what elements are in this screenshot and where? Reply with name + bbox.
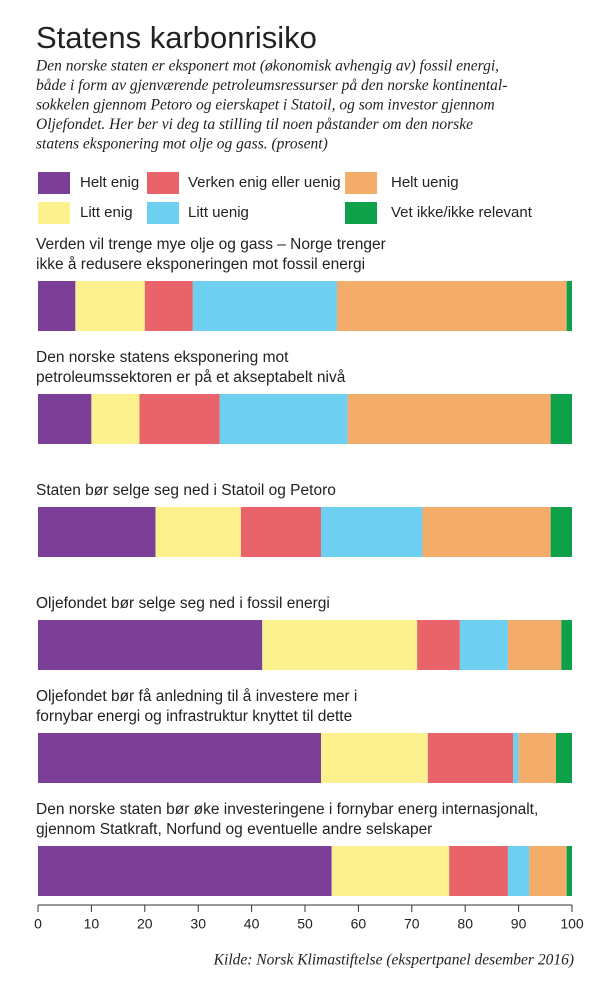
x-tick-label: 0 xyxy=(34,916,42,932)
bar-segment xyxy=(507,620,562,670)
source: Kilde: Norsk Klimastiftelse (ekspertpane… xyxy=(213,952,574,969)
legend-swatch xyxy=(38,172,70,194)
subtitle-line: Oljefondet. Her ber vi deg ta stilling t… xyxy=(36,116,473,133)
bar-segment xyxy=(321,733,428,783)
bar-segment xyxy=(417,620,460,670)
subtitle-line: både i form av gjenværende petroleumsres… xyxy=(36,77,507,94)
x-tick-label: 70 xyxy=(404,916,420,932)
category-label: fornybar energi og infrastruktur knyttet… xyxy=(36,708,352,725)
subtitle-line: sokkelen gjennom Petoro og eierskapet i … xyxy=(36,97,495,114)
bar-segment xyxy=(240,507,322,557)
category-label: Den norske statens eksponering mot xyxy=(36,349,289,366)
category-label: Den norske staten bør øke investeringene… xyxy=(36,801,538,818)
bar-segment xyxy=(75,281,145,331)
legend-swatch xyxy=(38,202,70,224)
x-tick-label: 60 xyxy=(351,916,367,932)
legend-label: Litt enig xyxy=(80,204,133,221)
bar-segment xyxy=(529,846,567,896)
bar-segment xyxy=(566,846,572,896)
bar-segment xyxy=(219,394,348,444)
bar-segment xyxy=(422,507,551,557)
bar-segment xyxy=(38,281,76,331)
subtitle-line: statens eksponering mot olje og gass. (p… xyxy=(36,136,328,153)
bar-segment xyxy=(518,733,556,783)
bar-segment xyxy=(38,846,332,896)
bar-segment xyxy=(507,846,530,896)
x-tick-label: 80 xyxy=(457,916,473,932)
legend-label: Helt uenig xyxy=(391,174,459,191)
bar-segment xyxy=(331,846,450,896)
legend-swatch xyxy=(345,202,377,224)
x-tick-label: 30 xyxy=(190,916,206,932)
bar-segment xyxy=(550,507,572,557)
bar-segment xyxy=(449,846,508,896)
legend-label: Verken enig eller uenig xyxy=(188,174,341,191)
bar-segment xyxy=(459,620,508,670)
x-tick-label: 40 xyxy=(244,916,260,932)
bar-segment xyxy=(321,507,423,557)
category-label: ikke å redusere eksponeringen mot fossil… xyxy=(36,256,365,273)
bar-segment xyxy=(38,394,92,444)
x-tick-label: 10 xyxy=(84,916,100,932)
category-label: petroleumssektoren er på et akseptabelt … xyxy=(36,369,346,386)
bar-segment xyxy=(555,733,572,783)
bar-segment xyxy=(550,394,572,444)
legend-label: Helt enig xyxy=(80,174,139,191)
bar-segment xyxy=(91,394,140,444)
x-tick-label: 20 xyxy=(137,916,153,932)
category-label: Oljefondet bør få anledning til å invest… xyxy=(36,688,357,705)
chart-title: Statens karbonrisiko xyxy=(36,20,317,55)
bar-segment xyxy=(38,620,263,670)
x-tick-label: 100 xyxy=(560,916,584,932)
bar-segment xyxy=(347,394,551,444)
bar-segment xyxy=(38,507,156,557)
legend-label: Vet ikke/ikke relevant xyxy=(391,204,533,221)
bar-segment xyxy=(144,281,193,331)
legend-swatch xyxy=(345,172,377,194)
bar-segment xyxy=(513,733,519,783)
bar-segment xyxy=(192,281,338,331)
bar-segment xyxy=(262,620,418,670)
legend-swatch xyxy=(147,172,179,194)
bar-segment xyxy=(337,281,567,331)
bar-segment xyxy=(155,507,241,557)
x-tick-label: 50 xyxy=(297,916,313,932)
bar-segment xyxy=(427,733,514,783)
category-label: Oljefondet bør selge seg ned i fossil en… xyxy=(36,595,330,612)
category-label: gjennom Statkraft, Norfund og eventuelle… xyxy=(36,821,432,838)
legend-label: Litt uenig xyxy=(188,204,249,221)
subtitle-line: Den norske staten er eksponert mot (økon… xyxy=(35,58,499,75)
bar-segment xyxy=(566,281,572,331)
bar-segment xyxy=(561,620,572,670)
category-label: Staten bør selge seg ned i Statoil og Pe… xyxy=(36,482,336,499)
legend-swatch xyxy=(147,202,179,224)
category-label: Verden vil trenge mye olje og gass – Nor… xyxy=(36,236,386,253)
bar-segment xyxy=(139,394,220,444)
x-tick-label: 90 xyxy=(511,916,527,932)
bar-segment xyxy=(38,733,322,783)
